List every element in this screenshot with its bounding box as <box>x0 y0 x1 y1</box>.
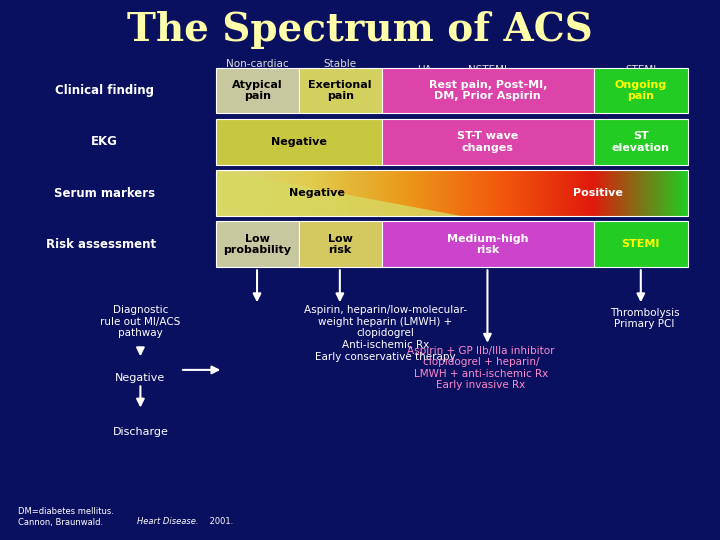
Bar <box>216 170 688 216</box>
Text: Rest pain, Post-MI,
DM, Prior Aspirin: Rest pain, Post-MI, DM, Prior Aspirin <box>428 79 547 102</box>
Bar <box>382 119 594 165</box>
Text: The Spectrum of ACS: The Spectrum of ACS <box>127 11 593 49</box>
Text: Positive: Positive <box>572 188 623 198</box>
Text: STEMI: STEMI <box>625 65 657 75</box>
Text: Medium-high
risk: Medium-high risk <box>447 233 528 255</box>
Text: Aspirin, heparin/low-molecular-
weight heparin (LMWH) +
clopidogrel
Anti-ischemi: Aspirin, heparin/low-molecular- weight h… <box>304 305 467 361</box>
Text: Negative: Negative <box>271 137 327 147</box>
Bar <box>382 221 594 267</box>
Bar <box>299 221 382 267</box>
Bar <box>299 68 382 113</box>
Text: EKG: EKG <box>91 135 118 148</box>
Text: 2001.: 2001. <box>207 517 233 526</box>
Text: Atypical
pain: Atypical pain <box>232 79 283 102</box>
Text: Heart Disease.: Heart Disease. <box>137 517 198 526</box>
Text: Low
risk: Low risk <box>328 233 353 255</box>
Bar <box>594 221 688 267</box>
Bar <box>216 119 382 165</box>
Text: Thrombolysis
Primary PCI: Thrombolysis Primary PCI <box>610 308 679 329</box>
Text: NSTEMI: NSTEMI <box>468 65 508 75</box>
Text: ST-T wave
changes: ST-T wave changes <box>457 131 518 153</box>
Text: Discharge: Discharge <box>112 427 168 437</box>
Text: Negative: Negative <box>289 188 345 198</box>
Text: UA: UA <box>418 65 432 75</box>
Text: Low
probability: Low probability <box>223 233 292 255</box>
Bar <box>594 119 688 165</box>
Text: Aspirin + GP IIb/IIIa inhibitor
clopidogrel + heparin/
LMWH + anti-ischemic Rx
E: Aspirin + GP IIb/IIIa inhibitor clopidog… <box>408 346 554 390</box>
Text: Diagnostic
rule out MI/ACS
pathway: Diagnostic rule out MI/ACS pathway <box>100 305 181 338</box>
Text: Serum markers: Serum markers <box>54 186 155 200</box>
Text: Ongoing
pain: Ongoing pain <box>615 79 667 102</box>
Text: Clinical finding: Clinical finding <box>55 84 154 97</box>
Text: Exertional
pain: Exertional pain <box>308 79 372 102</box>
Polygon shape <box>216 170 462 216</box>
Bar <box>594 68 688 113</box>
Text: Non-cardiac
chest pain: Non-cardiac chest pain <box>226 59 289 81</box>
Text: Risk assessment: Risk assessment <box>46 238 156 251</box>
Text: Negative: Negative <box>115 373 166 383</box>
Text: Stable
angina: Stable angina <box>323 59 358 81</box>
Bar <box>216 221 299 267</box>
Bar <box>382 68 594 113</box>
Text: ST
elevation: ST elevation <box>612 131 670 153</box>
Text: DM=diabetes mellitus.
Cannon, Braunwald.: DM=diabetes mellitus. Cannon, Braunwald. <box>18 507 114 526</box>
Text: STEMI: STEMI <box>621 239 660 249</box>
Bar <box>216 68 299 113</box>
